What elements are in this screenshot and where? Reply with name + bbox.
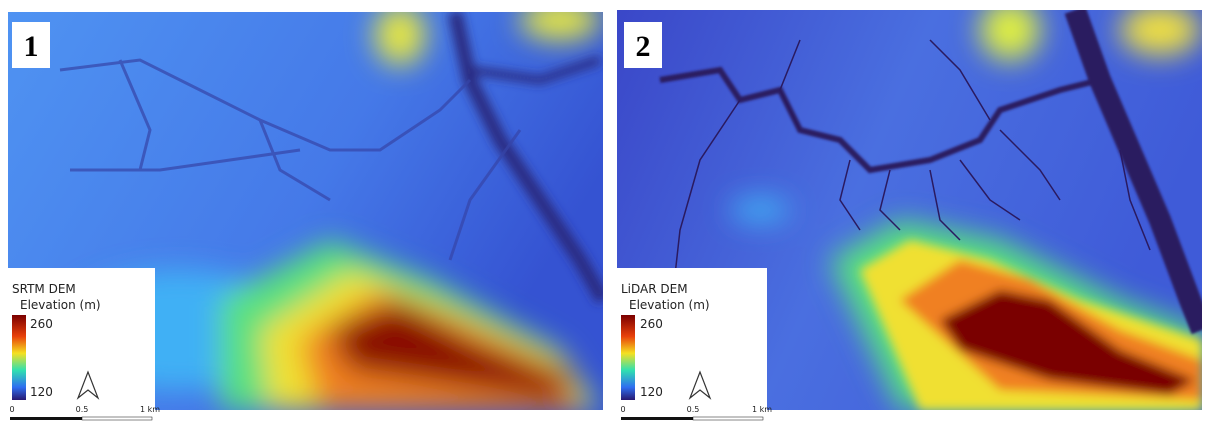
scale-label: 0.5 bbox=[687, 405, 700, 414]
legend-title: SRTM DEM bbox=[12, 282, 76, 296]
legend-min: 120 bbox=[640, 385, 663, 399]
legend-max: 260 bbox=[640, 317, 663, 331]
color-bar bbox=[621, 315, 635, 400]
panel-label: 1 bbox=[24, 30, 39, 63]
legend-title: LiDAR DEM bbox=[621, 282, 688, 296]
scale-label: 0 bbox=[620, 405, 625, 414]
legend-subtitle: Elevation (m) bbox=[629, 298, 710, 312]
scale-label: 1 km bbox=[140, 405, 160, 414]
color-bar bbox=[12, 315, 26, 400]
scale-label: 0 bbox=[9, 405, 14, 414]
legend-max: 260 bbox=[30, 317, 53, 331]
scale-bar bbox=[621, 417, 693, 420]
legend-subtitle: Elevation (m) bbox=[20, 298, 101, 312]
scale-bar bbox=[10, 417, 82, 420]
figure: 1 SRTM DEM Elevation (m) 260 120 0 0.5 1… bbox=[0, 0, 1208, 421]
panel-label: 2 bbox=[636, 30, 651, 63]
scale-bar bbox=[693, 417, 763, 420]
legend-min: 120 bbox=[30, 385, 53, 399]
scale-label: 0.5 bbox=[76, 405, 89, 414]
scale-label: 1 km bbox=[752, 405, 772, 414]
scale-bar bbox=[82, 417, 152, 420]
